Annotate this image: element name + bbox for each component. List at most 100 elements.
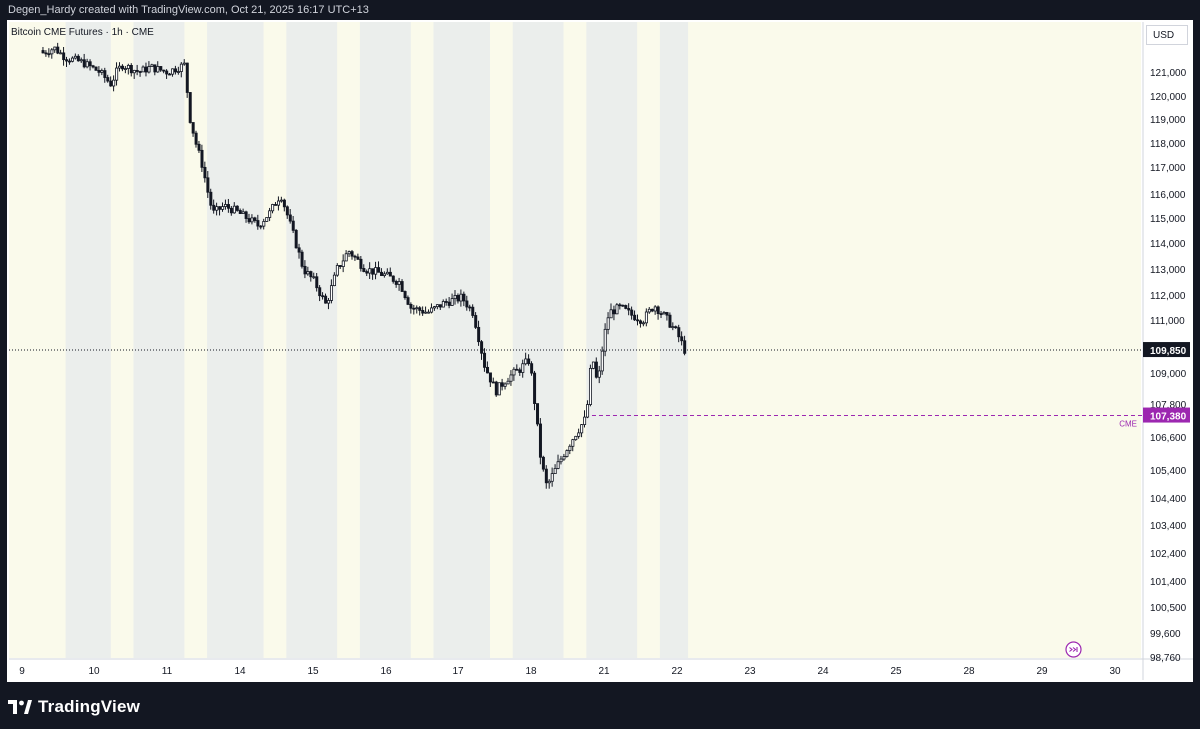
candle-body — [335, 265, 339, 276]
candle-body — [285, 206, 289, 216]
time-axis — [9, 659, 1141, 681]
candle-body — [224, 204, 228, 207]
candle-body — [553, 468, 557, 474]
candle-body — [427, 311, 431, 314]
candle-body — [644, 311, 648, 324]
tradingview-logo[interactable]: TradingView — [8, 697, 140, 717]
y-tick-label: 109,000 — [1150, 369, 1187, 380]
candle-body — [141, 66, 145, 73]
y-tick-label: 112,000 — [1150, 291, 1186, 302]
candle-body — [221, 206, 225, 210]
candle-body — [277, 200, 281, 206]
y-tick-label: 100,500 — [1150, 603, 1187, 614]
symbol-legend[interactable]: Bitcoin CME Futures · 1h · CME — [11, 27, 154, 38]
candle-body — [615, 304, 619, 315]
candle-body — [462, 293, 466, 302]
candle-body — [315, 276, 319, 289]
x-tick-label: 25 — [890, 666, 902, 677]
candle-body — [50, 49, 54, 55]
candle-body — [56, 46, 60, 54]
candle-body — [94, 66, 98, 71]
cme-level-tag-text: CME — [1119, 420, 1137, 429]
candle-body — [497, 382, 501, 396]
candle-body — [444, 301, 448, 303]
candle-body — [212, 204, 216, 211]
candle-body — [515, 368, 519, 371]
candle-body — [677, 327, 681, 338]
candle-body — [536, 403, 540, 425]
y-tick-label: 117,000 — [1150, 163, 1186, 174]
candle-body — [577, 432, 581, 437]
candle-body — [680, 336, 684, 342]
candle-body — [612, 309, 616, 315]
candle-body — [338, 265, 342, 268]
candle-body — [586, 404, 590, 418]
candle-body — [329, 285, 333, 301]
candle-body — [300, 251, 304, 267]
candle-body — [538, 423, 542, 458]
candle-body — [47, 53, 51, 56]
y-tick-label: 118,000 — [1150, 139, 1186, 150]
session-band — [184, 22, 208, 658]
currency-button[interactable]: USD — [1146, 25, 1188, 45]
x-tick-label: 14 — [234, 666, 246, 677]
scroll-to-realtime-icon[interactable] — [1065, 641, 1082, 658]
y-tick-label: 102,400 — [1150, 549, 1187, 560]
candle-body — [382, 273, 386, 276]
x-tick-label: 16 — [380, 666, 392, 677]
brand-name: TradingView — [38, 697, 141, 716]
candle-body — [633, 314, 637, 321]
candle-body — [559, 458, 563, 463]
candle-body — [415, 307, 419, 310]
candle-body — [544, 468, 548, 484]
candle-body — [671, 326, 675, 329]
candle-body — [362, 268, 366, 272]
candle-body — [312, 276, 316, 279]
candle-body — [435, 304, 439, 308]
session-band — [410, 22, 434, 658]
candle-body — [438, 304, 442, 308]
candle-body — [597, 370, 601, 378]
candle-body — [59, 52, 63, 55]
candle-body — [73, 55, 77, 59]
candle-body — [641, 322, 645, 325]
candle-body — [541, 456, 545, 470]
candle-body — [403, 291, 407, 299]
candle-body — [171, 68, 175, 75]
candle-body — [477, 326, 481, 343]
candle-body — [600, 350, 604, 372]
candle-body — [500, 382, 504, 387]
candle-body — [668, 314, 672, 328]
candle-body — [206, 177, 210, 193]
last-price-label: 109,850 — [1150, 346, 1187, 357]
candle-body — [291, 220, 295, 231]
candle-body — [256, 220, 260, 227]
y-tick-label: 120,000 — [1150, 92, 1187, 103]
candle-body — [491, 381, 495, 384]
candle-body — [518, 369, 522, 373]
candle-body — [624, 305, 628, 309]
candle-body — [562, 456, 566, 460]
candle-body — [332, 274, 336, 287]
candle-body — [621, 304, 625, 307]
candle-body — [70, 57, 74, 62]
candle-body — [250, 217, 254, 223]
candle-body — [580, 424, 584, 434]
candle-body — [106, 77, 110, 82]
candle-body — [359, 258, 363, 269]
candle-body — [441, 301, 445, 308]
candle-body — [483, 352, 487, 368]
x-tick-label: 23 — [744, 666, 756, 677]
candle-body — [400, 281, 404, 292]
candle-body — [530, 363, 534, 374]
candle-body — [533, 372, 537, 404]
y-tick-label: 101,400 — [1150, 577, 1187, 588]
candle-body — [459, 293, 463, 302]
session-band — [65, 22, 111, 658]
candle-body — [341, 260, 345, 268]
candle-body — [162, 69, 166, 72]
y-tick-label: 99,600 — [1150, 629, 1181, 640]
candle-body — [377, 267, 381, 273]
candle-body — [288, 214, 292, 222]
